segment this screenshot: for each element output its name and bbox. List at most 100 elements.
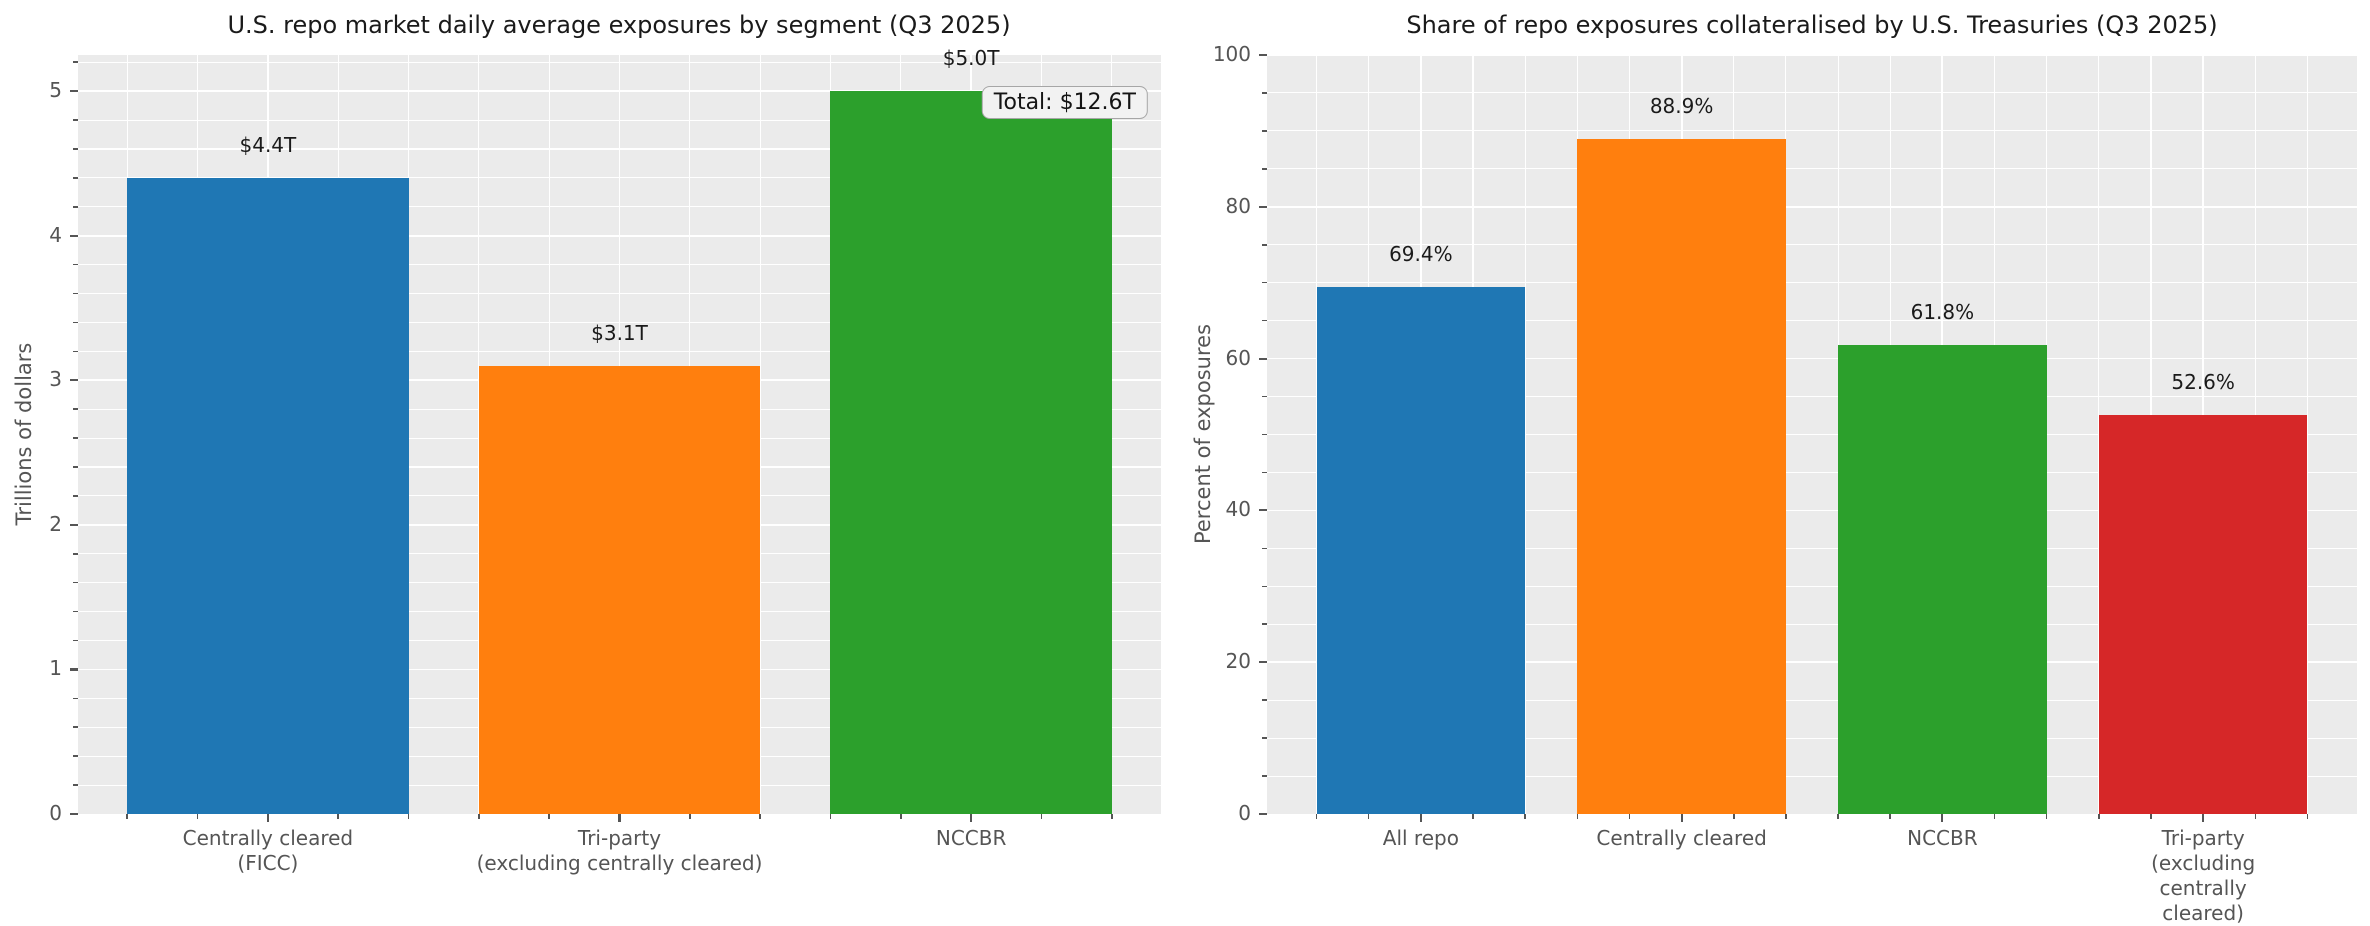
x-tick-major <box>1419 814 1422 822</box>
x-tick-minor <box>829 814 832 819</box>
y-tick-major <box>70 379 78 382</box>
x-tick-minor <box>2150 814 2152 819</box>
y-tick-label: 2 <box>49 511 62 536</box>
x-category-label: Centrally cleared (FICC) <box>182 826 354 875</box>
y-tick-minor <box>1262 243 1267 246</box>
x-category-label: NCCBR <box>1907 826 1978 850</box>
x-tick-minor <box>1367 814 1370 819</box>
y-tick-label: 60 <box>1225 345 1251 370</box>
y-tick-major <box>1259 205 1267 208</box>
y-tick-minor <box>73 495 78 497</box>
x-tick-minor <box>1993 814 1996 819</box>
gridline-minor-h <box>1267 92 2357 94</box>
bar <box>478 365 761 814</box>
x-tick-minor <box>1110 814 1113 819</box>
y-tick-label: 5 <box>49 78 62 103</box>
y-tick-minor <box>73 61 78 64</box>
y-tick-minor <box>73 350 78 353</box>
gridline-minor-h <box>1267 775 2357 777</box>
y-tick-minor <box>1262 319 1267 322</box>
x-category-label: Centrally cleared <box>1596 826 1767 850</box>
x-category-label: Tri-party (excluding centrally cleared) <box>2151 826 2256 925</box>
y-tick-minor <box>73 726 78 729</box>
bar <box>1838 344 2047 814</box>
gridline-minor-v <box>407 55 410 814</box>
y-tick-major <box>1259 53 1267 57</box>
y-tick-minor <box>73 263 78 266</box>
y-tick-major <box>1259 509 1267 512</box>
gridline-minor-v <box>1524 55 1526 814</box>
x-category-label: NCCBR <box>935 826 1007 850</box>
gridline-major-h <box>1267 661 2357 664</box>
y-tick-major <box>1259 812 1267 816</box>
x-tick-minor <box>1732 814 1735 819</box>
y-tick-major <box>1259 357 1267 360</box>
chart-title-right: Share of repo exposures collateralised b… <box>1406 11 2218 39</box>
x-tick-minor <box>1837 814 1839 819</box>
gridline-minor-v <box>1111 55 1113 814</box>
x-tick-minor <box>196 814 199 819</box>
gridline-minor-h <box>1267 471 2357 473</box>
y-tick-minor <box>73 581 78 584</box>
x-tick-minor <box>899 814 902 819</box>
y-tick-label: 0 <box>49 801 62 825</box>
y-tick-minor <box>73 292 78 295</box>
y-tick-label: 4 <box>49 222 62 247</box>
x-category-label: Tri-party (excluding centrally cleared) <box>476 826 763 875</box>
y-tick-minor <box>73 321 78 324</box>
gridline-major-h <box>1267 509 2357 512</box>
bar <box>830 91 1112 814</box>
chart-title-left: U.S. repo market daily average exposures… <box>227 11 1011 39</box>
y-tick-minor <box>73 755 78 757</box>
x-tick-minor <box>759 814 761 819</box>
y-tick-major <box>70 90 78 93</box>
x-tick-major <box>1941 814 1944 822</box>
y-tick-label: 100 <box>1212 42 1251 66</box>
y-tick-label: 3 <box>49 367 62 392</box>
y-tick-minor <box>1262 433 1267 436</box>
gridline-minor-v <box>2306 55 2308 814</box>
x-tick-minor <box>2254 814 2257 819</box>
y-tick-minor <box>73 119 78 121</box>
y-tick-major <box>70 523 78 526</box>
gridline-minor-h <box>1267 737 2357 739</box>
x-tick-minor <box>1628 814 1631 819</box>
y-tick-major <box>70 234 78 237</box>
total-annotation: Total: $12.6T <box>981 86 1148 119</box>
y-tick-major <box>70 812 78 816</box>
x-tick-major <box>618 814 621 822</box>
x-tick-major <box>1680 814 1683 822</box>
y-tick-minor <box>73 610 78 613</box>
x-tick-minor <box>548 814 550 819</box>
y-tick-label: 80 <box>1225 193 1251 218</box>
x-tick-minor <box>1576 814 1579 819</box>
x-tick-major <box>970 814 973 822</box>
gridline-major-h <box>1267 54 2357 56</box>
bar <box>2098 414 2308 814</box>
x-tick-major <box>2202 814 2205 822</box>
y-tick-minor <box>1262 92 1267 94</box>
y-tick-minor <box>73 408 78 410</box>
y-tick-minor <box>1262 130 1267 132</box>
gridline-minor-h <box>1267 585 2357 587</box>
y-tick-minor <box>73 148 78 150</box>
x-tick-minor <box>2098 814 2100 819</box>
gridline-minor-v <box>1785 55 1787 814</box>
y-tick-minor <box>73 177 78 179</box>
gridline-minor-h <box>1267 396 2357 398</box>
gridline-major-h <box>1267 205 2357 208</box>
y-tick-minor <box>1262 168 1267 170</box>
x-tick-minor <box>1524 814 1526 819</box>
gridline-minor-h <box>1267 244 2357 246</box>
y-tick-label: 1 <box>49 656 62 681</box>
y-tick-minor <box>1262 699 1267 701</box>
y-tick-minor <box>1262 471 1267 474</box>
bar-value-label: 69.4% <box>1389 242 1453 267</box>
gridline-minor-v <box>759 55 761 814</box>
gridline-minor-v <box>2046 55 2048 814</box>
gridline-major-h <box>1267 357 2357 360</box>
y-tick-minor <box>1262 775 1267 777</box>
bar-value-label: $5.0T <box>942 46 1000 71</box>
x-tick-minor <box>1315 814 1318 819</box>
x-tick-minor <box>478 814 480 819</box>
